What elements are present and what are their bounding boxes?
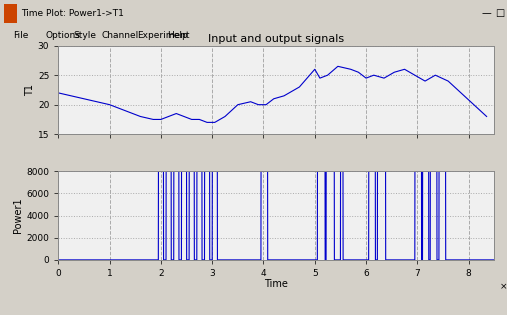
Bar: [4, 4, 17, 23]
Text: □: □: [495, 9, 504, 18]
Text: Help: Help: [167, 31, 188, 40]
Text: File: File: [13, 31, 28, 40]
Y-axis label: Power1: Power1: [14, 198, 23, 233]
Text: Options: Options: [46, 31, 81, 40]
Text: —: —: [482, 9, 492, 18]
X-axis label: Time: Time: [264, 279, 288, 289]
Text: Channel: Channel: [101, 31, 138, 40]
Y-axis label: T1: T1: [25, 84, 35, 96]
Text: Experiment: Experiment: [137, 31, 190, 40]
Text: Time Plot: Power1->T1: Time Plot: Power1->T1: [21, 9, 124, 18]
Title: Input and output signals: Input and output signals: [208, 33, 344, 43]
Text: $\times 10^4$: $\times 10^4$: [499, 279, 507, 292]
Text: Style: Style: [74, 31, 96, 40]
